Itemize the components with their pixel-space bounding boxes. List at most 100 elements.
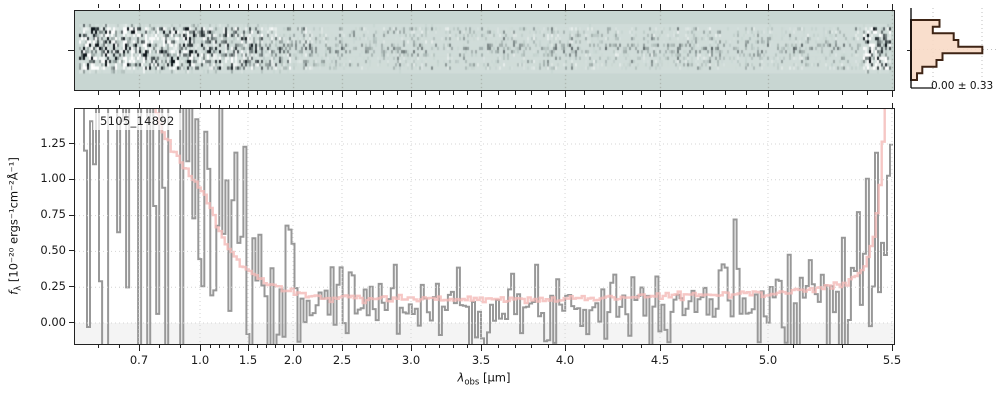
panel2d-top-minor-tick xyxy=(302,4,304,8)
panel2d-top-minor-tick xyxy=(383,4,385,8)
x-axis-minor-tick xyxy=(622,345,623,348)
panel2d-top-major-tick xyxy=(293,4,294,10)
y-tick-label: 1.00 xyxy=(40,171,66,186)
x-axis-major-tick xyxy=(481,345,482,351)
panel2d-bottom-major-tick xyxy=(139,91,140,97)
panel2d-top-minor-tick xyxy=(98,4,100,8)
y-axis-major-tick xyxy=(69,322,74,323)
panel1d-top-minor-tick xyxy=(312,104,314,108)
x-axis-minor-tick xyxy=(209,345,211,348)
panel1d-top-minor-tick xyxy=(817,104,819,108)
x-axis-minor-tick xyxy=(266,345,267,348)
panel1d-top-major-tick xyxy=(892,103,893,108)
panel2d-bottom-minor-tick xyxy=(312,91,314,95)
panel1d-top-minor-tick xyxy=(724,104,726,108)
panel2d-bottom-major-tick xyxy=(342,91,343,97)
x-axis-minor-tick xyxy=(867,345,869,348)
x-axis-minor-tick xyxy=(641,345,642,348)
panel2d-bottom-major-tick xyxy=(481,91,482,97)
x-axis-minor-tick xyxy=(514,345,516,348)
x-axis-minor-tick xyxy=(159,345,161,348)
x-axis-minor-tick xyxy=(425,345,426,348)
panel2d-bottom-major-tick xyxy=(293,91,294,97)
panel1d-top-minor-tick xyxy=(397,104,399,108)
panel1d-top-minor-tick xyxy=(681,104,683,108)
panel1d-top-minor-tick xyxy=(266,104,267,108)
panel2d-top-minor-tick xyxy=(322,4,324,8)
panel2d-top-minor-tick xyxy=(514,4,516,8)
x-axis-minor-tick xyxy=(724,345,726,348)
x-tick-label: 2.0 xyxy=(283,353,303,367)
panel2d-top-minor-tick xyxy=(681,4,683,8)
y-axis-symbol: f xyxy=(6,290,21,295)
pixel-histogram-panel xyxy=(905,5,1000,105)
panel2d-bottom-minor-tick xyxy=(332,91,334,95)
y-tick-label: 1.25 xyxy=(40,135,66,150)
x-axis-minor-tick xyxy=(439,345,440,348)
panel2d-left-tick xyxy=(68,50,74,51)
panel1d-top-minor-tick xyxy=(531,104,533,108)
panel2d-top-minor-tick xyxy=(622,4,623,8)
panel2d-bottom-minor-tick xyxy=(497,91,499,95)
panel2d-top-minor-tick xyxy=(275,4,276,8)
panel1d-top-minor-tick xyxy=(209,104,211,108)
x-axis-minor-tick xyxy=(681,345,683,348)
panel2d-top-minor-tick xyxy=(792,4,794,8)
x-axis-minor-tick xyxy=(284,345,285,348)
pixel-histogram-plot xyxy=(910,8,997,89)
spectrum-2d-image xyxy=(75,11,894,90)
x-axis-minor-tick xyxy=(531,345,533,348)
panel2d-top-minor-tick xyxy=(284,4,285,8)
x-tick-label: 3.5 xyxy=(471,353,491,367)
panel2d-top-minor-tick xyxy=(238,4,240,8)
x-axis-subscript: obs xyxy=(464,377,480,388)
panel1d-top-major-tick xyxy=(565,103,566,108)
panel1d-top-minor-tick xyxy=(622,104,623,108)
x-tick-label: 3.0 xyxy=(401,353,421,367)
panel2d-top-minor-tick xyxy=(159,4,161,8)
panel1d-top-major-tick xyxy=(342,103,343,108)
x-tick-label: 2.5 xyxy=(332,353,352,367)
panel1d-top-minor-tick xyxy=(746,104,748,108)
panel1d-top-minor-tick xyxy=(514,104,516,108)
panel2d-top-major-tick xyxy=(481,4,482,10)
panel1d-top-major-tick xyxy=(660,103,661,108)
panel2d-bottom-minor-tick xyxy=(209,91,211,95)
x-axis-minor-tick xyxy=(179,345,181,348)
x-axis-minor-tick xyxy=(219,345,221,348)
panel2d-top-minor-tick xyxy=(369,4,371,8)
panel1d-top-major-tick xyxy=(200,103,201,108)
panel2d-bottom-minor-tick xyxy=(179,91,181,95)
x-axis-minor-tick xyxy=(603,345,604,348)
panel2d-bottom-minor-tick xyxy=(266,91,267,95)
x-axis-minor-tick xyxy=(238,345,240,348)
panel2d-bottom-minor-tick xyxy=(603,91,604,95)
panel1d-top-minor-tick xyxy=(118,104,120,108)
x-axis-major-tick xyxy=(293,345,294,351)
panel2d-top-minor-tick xyxy=(179,4,181,8)
panel2d-top-minor-tick xyxy=(497,4,499,8)
panel1d-top-minor-tick xyxy=(302,104,304,108)
panel2d-bottom-minor-tick xyxy=(792,91,794,95)
x-axis-minor-tick xyxy=(257,345,258,348)
panel2d-top-minor-tick xyxy=(355,4,357,8)
y-axis-subscript: λ xyxy=(13,285,24,291)
x-tick-label: 4.5 xyxy=(650,353,670,367)
panel2d-bottom-minor-tick xyxy=(238,91,240,95)
panel2d-top-major-tick xyxy=(200,4,201,10)
panel2d-top-minor-tick xyxy=(548,4,550,8)
panel1d-top-major-tick xyxy=(768,103,769,108)
panel2d-top-minor-tick xyxy=(867,4,869,8)
x-axis-major-tick xyxy=(248,345,249,351)
panel2d-top-minor-tick xyxy=(746,4,748,8)
panel1d-top-minor-tick xyxy=(497,104,499,108)
panel1d-top-minor-tick xyxy=(228,104,230,108)
panel2d-bottom-minor-tick xyxy=(548,91,550,95)
x-axis-major-tick xyxy=(660,345,661,351)
residual-stats-label: 0.00 ± 0.33 xyxy=(931,80,994,92)
x-axis-minor-tick xyxy=(842,345,844,348)
panel2d-bottom-major-tick xyxy=(248,91,249,97)
panel2d-top-minor-tick xyxy=(397,4,399,8)
panel2d-bottom-minor-tick xyxy=(98,91,100,95)
panel2d-bottom-minor-tick xyxy=(355,91,357,95)
